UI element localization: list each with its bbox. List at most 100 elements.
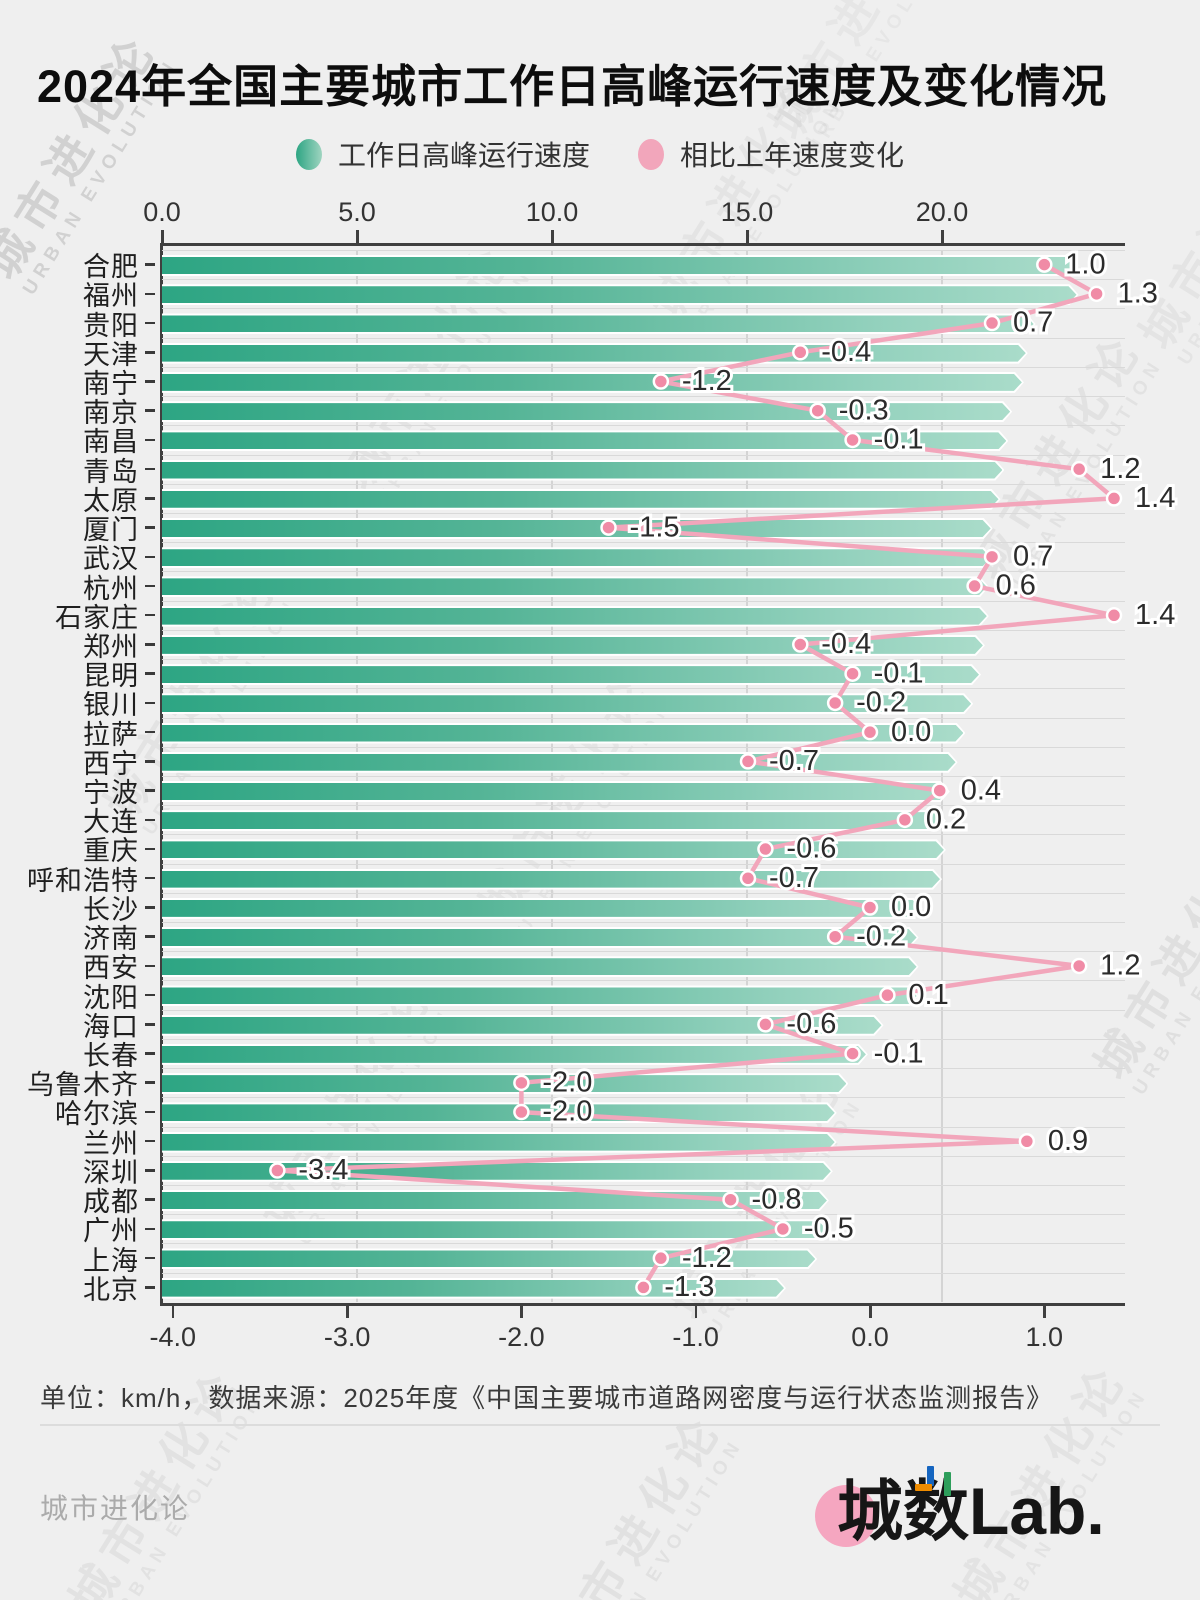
change-value-label: -1.2 — [682, 1242, 732, 1274]
change-dot — [879, 986, 896, 1004]
city-axis-tick — [145, 380, 155, 383]
top-axis-tick-label: 5.0 — [338, 197, 376, 227]
top-axis-line — [162, 243, 1125, 246]
top-axis-tick — [746, 230, 749, 243]
city-label-row: 呼和浩特 — [0, 864, 155, 896]
top-axis-tick — [551, 230, 554, 243]
speed-bar-fill — [162, 608, 987, 625]
speed-bar — [162, 956, 919, 977]
change-line-chart: 1.01.30.7-0.4-1.2-0.3-0.11.21.4-1.50.70.… — [269, 245, 1178, 1306]
change-dot — [269, 1162, 286, 1179]
city-axis-tick — [145, 321, 155, 325]
city-axis-labels: 合肥 福州 贵阳 天津 南宁 南京 南昌 青岛 太原 厦门 武汉 杭州 石家庄 郑州 昆明 银川 拉萨 西宁 宁波大… — [0, 250, 155, 1305]
change-dot — [739, 753, 757, 770]
city-label: 青岛 — [83, 456, 139, 487]
speed-bar — [162, 898, 923, 919]
change-dot — [600, 519, 617, 536]
city-axis-tick — [145, 438, 155, 442]
logo-accent-blue-icon — [927, 1466, 934, 1486]
change-value-label: -3.4 — [298, 1154, 348, 1186]
city-axis-tick — [145, 1198, 155, 1201]
change-dot — [983, 548, 1001, 566]
change-value-label: -0.8 — [752, 1183, 802, 1215]
speed-bar-fill — [162, 725, 963, 742]
change-value-label: -1.5 — [630, 511, 680, 543]
change-dot — [635, 1279, 652, 1296]
change-value-label: 1.2 — [1100, 950, 1140, 982]
speed-bar — [162, 576, 989, 597]
bottom-axis-tick — [869, 1306, 872, 1318]
change-dot — [844, 1045, 861, 1062]
city-label-row: 厦门 — [0, 513, 155, 545]
change-value-label: 1.2 — [1100, 453, 1140, 485]
change-dot — [722, 1191, 739, 1208]
city-label-row: 宁波 — [0, 776, 155, 808]
city-label-row: 银川 — [0, 688, 155, 720]
speed-bar-fill — [162, 286, 1077, 303]
speed-bar-fill — [162, 958, 917, 975]
change-value-label: -0.1 — [874, 1037, 924, 1069]
speed-bar — [162, 1219, 829, 1240]
watermark-text-cn: 城市进化论 — [1130, 92, 1200, 358]
city-label-row: 天津 — [0, 338, 155, 370]
change-value-label: -0.2 — [856, 920, 906, 952]
bar-row — [162, 571, 1125, 600]
speed-bar — [162, 1073, 848, 1094]
city-label: 乌鲁木齐 — [27, 1070, 139, 1101]
city-label-row: 青岛 — [0, 455, 155, 487]
bottom-axis-tick — [346, 1306, 349, 1318]
city-label-row: 西宁 — [0, 747, 155, 779]
change-dot — [652, 1249, 670, 1267]
city-label: 重庆 — [83, 836, 139, 867]
top-axis-tick — [941, 230, 944, 243]
city-label: 成都 — [83, 1187, 139, 1218]
city-label-row: 大连 — [0, 805, 155, 837]
city-axis-tick — [145, 497, 155, 500]
change-dot — [844, 431, 861, 449]
change-dot — [1105, 607, 1123, 624]
bar-row — [162, 1126, 1125, 1156]
speed-bar-fill — [162, 1250, 815, 1267]
city-label-row: 哈尔滨 — [0, 1097, 155, 1129]
speed-bar — [162, 1102, 837, 1123]
speed-bar — [162, 518, 993, 539]
speed-bar — [162, 547, 993, 568]
city-label-row: 太原 — [0, 484, 155, 516]
city-label: 天津 — [83, 339, 139, 370]
city-axis-tick — [145, 906, 155, 909]
bar-row — [162, 775, 1125, 805]
city-axis-tick — [145, 351, 155, 354]
bar-row — [162, 425, 1125, 454]
bar-row — [162, 717, 1125, 747]
change-value-label: -2.0 — [542, 1066, 592, 1098]
city-label-row: 南京 — [0, 396, 155, 428]
city-label: 西宁 — [83, 748, 139, 779]
change-value-label: -1.2 — [682, 365, 732, 397]
speed-bar-fill — [162, 549, 991, 566]
bar-row — [162, 629, 1125, 659]
city-label-row: 沈阳 — [0, 980, 155, 1013]
speed-bar — [162, 1248, 817, 1269]
city-axis-tick — [145, 701, 155, 705]
city-axis-tick — [145, 993, 155, 997]
speed-bar-fill — [162, 315, 1034, 332]
speed-bar-fill — [162, 987, 917, 1004]
speed-bar — [162, 1044, 868, 1065]
change-dot — [513, 1074, 530, 1092]
bar-row — [162, 980, 1125, 1009]
city-axis-tick — [145, 672, 155, 675]
change-value-label: -0.6 — [786, 1008, 836, 1040]
bar-row — [162, 454, 1125, 484]
city-label: 石家庄 — [55, 602, 139, 633]
change-value-label: 0.4 — [961, 774, 1001, 806]
change-dot — [1105, 490, 1123, 507]
city-label: 银川 — [83, 690, 139, 721]
city-label-row: 广州 — [0, 1214, 155, 1246]
city-label: 南京 — [83, 398, 139, 429]
city-axis-tick — [145, 847, 155, 851]
city-label: 杭州 — [83, 573, 139, 604]
logo-accent-orange-icon — [915, 1484, 932, 1491]
bottom-axis-tick-label: 1.0 — [1025, 1322, 1064, 1352]
bottom-axis-tick-label: -4.0 — [149, 1322, 197, 1352]
